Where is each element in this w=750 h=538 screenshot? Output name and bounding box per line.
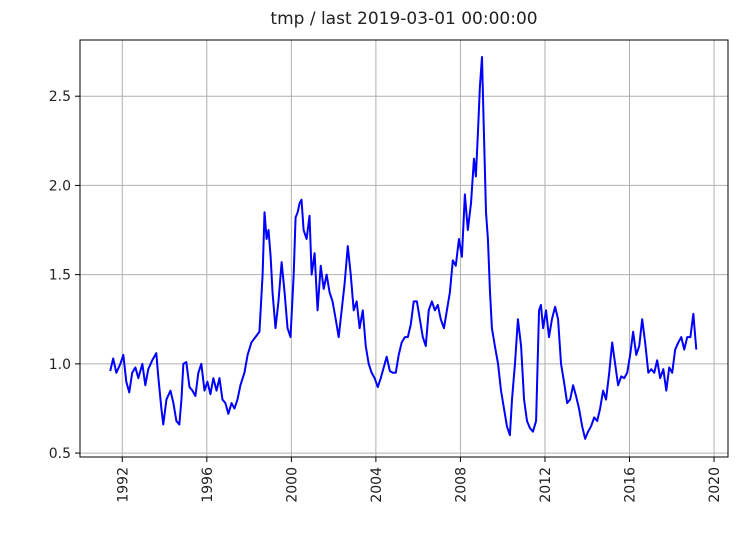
x-tick-label: 2012 (538, 467, 554, 503)
x-tick-label: 1996 (200, 467, 216, 503)
y-tick-label: 1.5 (49, 268, 71, 284)
y-tick-label: 1.0 (49, 357, 71, 373)
x-tick-label: 2016 (623, 467, 639, 503)
y-tick-label: 0.5 (49, 446, 71, 462)
x-tick-label: 2008 (453, 467, 469, 503)
plot-frame (79, 39, 729, 458)
x-tick-label: 2020 (707, 467, 723, 503)
line (109, 55, 698, 440)
x-tick-label: 2004 (369, 467, 385, 503)
y-tick-label: 2.5 (49, 89, 71, 105)
x-tick-label: 2000 (284, 467, 300, 503)
y-tick-label: 2.0 (49, 178, 71, 194)
chart-title: tmp / last 2019-03-01 00:00:00 (270, 9, 537, 29)
x-tick-label: 1992 (115, 467, 131, 503)
